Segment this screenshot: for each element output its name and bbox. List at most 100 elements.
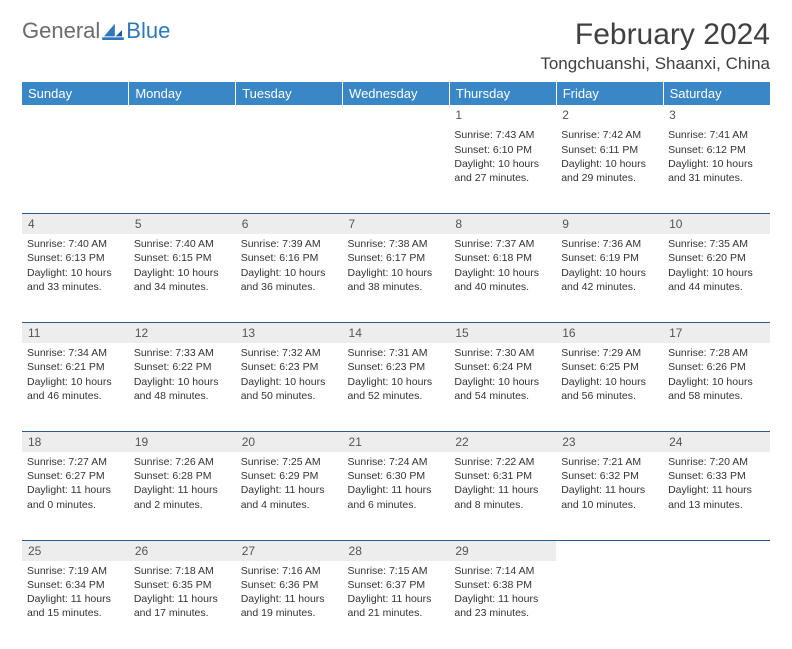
sunset-text: Sunset: 6:17 PM — [348, 251, 445, 265]
day-data-cell: Sunrise: 7:40 AMSunset: 6:15 PMDaylight:… — [129, 234, 236, 322]
day-number-cell — [22, 105, 129, 125]
daylight-text: Daylight: 11 hours and 21 minutes. — [348, 592, 445, 620]
sunset-text: Sunset: 6:33 PM — [668, 469, 765, 483]
title-block: February 2024 Tongchuanshi, Shaanxi, Chi… — [540, 18, 770, 74]
daylight-text: Daylight: 10 hours and 29 minutes. — [561, 157, 658, 185]
daylight-text: Daylight: 11 hours and 6 minutes. — [348, 483, 445, 511]
sunset-text: Sunset: 6:23 PM — [348, 360, 445, 374]
sunset-text: Sunset: 6:37 PM — [348, 578, 445, 592]
day-number-cell: 4 — [22, 213, 129, 234]
day-number-cell: 1 — [449, 105, 556, 125]
daylight-text: Daylight: 11 hours and 15 minutes. — [27, 592, 124, 620]
day-data-cell: Sunrise: 7:37 AMSunset: 6:18 PMDaylight:… — [449, 234, 556, 322]
day-number-cell: 21 — [343, 431, 450, 452]
day-data-cell: Sunrise: 7:26 AMSunset: 6:28 PMDaylight:… — [129, 452, 236, 540]
logo-text-general: General — [22, 18, 100, 44]
sunset-text: Sunset: 6:21 PM — [27, 360, 124, 374]
sunset-text: Sunset: 6:28 PM — [134, 469, 231, 483]
daylight-text: Daylight: 11 hours and 2 minutes. — [134, 483, 231, 511]
day-number-cell: 6 — [236, 213, 343, 234]
daylight-text: Daylight: 11 hours and 13 minutes. — [668, 483, 765, 511]
day-data-cell: Sunrise: 7:18 AMSunset: 6:35 PMDaylight:… — [129, 561, 236, 649]
sunset-text: Sunset: 6:34 PM — [27, 578, 124, 592]
sunrise-text: Sunrise: 7:41 AM — [668, 128, 765, 142]
sunset-text: Sunset: 6:29 PM — [241, 469, 338, 483]
sunset-text: Sunset: 6:31 PM — [454, 469, 551, 483]
day-number-cell — [556, 540, 663, 561]
day-number-cell — [663, 540, 770, 561]
day-number-cell: 24 — [663, 431, 770, 452]
day-number-cell: 29 — [449, 540, 556, 561]
day-number-cell: 7 — [343, 213, 450, 234]
sunset-text: Sunset: 6:13 PM — [27, 251, 124, 265]
sunrise-text: Sunrise: 7:37 AM — [454, 237, 551, 251]
day-number-cell: 22 — [449, 431, 556, 452]
day-data-cell — [343, 125, 450, 213]
daylight-text: Daylight: 10 hours and 38 minutes. — [348, 266, 445, 294]
day-number-cell: 18 — [22, 431, 129, 452]
calendar-body: 123Sunrise: 7:43 AMSunset: 6:10 PMDaylig… — [22, 105, 770, 649]
sunrise-text: Sunrise: 7:42 AM — [561, 128, 658, 142]
daylight-text: Daylight: 10 hours and 31 minutes. — [668, 157, 765, 185]
logo-text-blue: Blue — [126, 18, 170, 44]
day-data-cell: Sunrise: 7:38 AMSunset: 6:17 PMDaylight:… — [343, 234, 450, 322]
sunrise-text: Sunrise: 7:30 AM — [454, 346, 551, 360]
sunrise-text: Sunrise: 7:26 AM — [134, 455, 231, 469]
logo: General Blue — [22, 18, 170, 44]
day-number-cell: 5 — [129, 213, 236, 234]
sunset-text: Sunset: 6:23 PM — [241, 360, 338, 374]
day-number-cell: 19 — [129, 431, 236, 452]
day-number-cell: 12 — [129, 322, 236, 343]
day-data-cell: Sunrise: 7:29 AMSunset: 6:25 PMDaylight:… — [556, 343, 663, 431]
sunset-text: Sunset: 6:16 PM — [241, 251, 338, 265]
daylight-text: Daylight: 11 hours and 19 minutes. — [241, 592, 338, 620]
page-title: February 2024 — [540, 18, 770, 52]
daylight-text: Daylight: 10 hours and 27 minutes. — [454, 157, 551, 185]
day-data-cell — [22, 125, 129, 213]
day-number-cell: 8 — [449, 213, 556, 234]
header: General Blue February 2024 Tongchuanshi,… — [22, 18, 770, 74]
sunrise-text: Sunrise: 7:27 AM — [27, 455, 124, 469]
sunrise-text: Sunrise: 7:43 AM — [454, 128, 551, 142]
day-data-cell: Sunrise: 7:43 AMSunset: 6:10 PMDaylight:… — [449, 125, 556, 213]
day-data-cell — [129, 125, 236, 213]
sunset-text: Sunset: 6:38 PM — [454, 578, 551, 592]
day-number-cell: 14 — [343, 322, 450, 343]
sunrise-text: Sunrise: 7:14 AM — [454, 564, 551, 578]
sunset-text: Sunset: 6:15 PM — [134, 251, 231, 265]
day-data-cell: Sunrise: 7:20 AMSunset: 6:33 PMDaylight:… — [663, 452, 770, 540]
sunset-text: Sunset: 6:12 PM — [668, 143, 765, 157]
day-data-cell: Sunrise: 7:19 AMSunset: 6:34 PMDaylight:… — [22, 561, 129, 649]
day-data-row: Sunrise: 7:43 AMSunset: 6:10 PMDaylight:… — [22, 125, 770, 213]
sunset-text: Sunset: 6:10 PM — [454, 143, 551, 157]
day-number-cell: 25 — [22, 540, 129, 561]
weekday-header: Wednesday — [343, 82, 450, 105]
sunset-text: Sunset: 6:26 PM — [668, 360, 765, 374]
weekday-header-row: SundayMondayTuesdayWednesdayThursdayFrid… — [22, 82, 770, 105]
daylight-text: Daylight: 10 hours and 44 minutes. — [668, 266, 765, 294]
day-number-cell: 15 — [449, 322, 556, 343]
day-number-cell: 9 — [556, 213, 663, 234]
day-data-cell: Sunrise: 7:31 AMSunset: 6:23 PMDaylight:… — [343, 343, 450, 431]
day-data-cell: Sunrise: 7:14 AMSunset: 6:38 PMDaylight:… — [449, 561, 556, 649]
daylight-text: Daylight: 11 hours and 0 minutes. — [27, 483, 124, 511]
daylight-text: Daylight: 10 hours and 54 minutes. — [454, 375, 551, 403]
sunrise-text: Sunrise: 7:29 AM — [561, 346, 658, 360]
sunrise-text: Sunrise: 7:36 AM — [561, 237, 658, 251]
daylight-text: Daylight: 10 hours and 48 minutes. — [134, 375, 231, 403]
daylight-text: Daylight: 10 hours and 46 minutes. — [27, 375, 124, 403]
day-number-cell: 11 — [22, 322, 129, 343]
weekday-header: Thursday — [449, 82, 556, 105]
daylight-text: Daylight: 10 hours and 34 minutes. — [134, 266, 231, 294]
day-data-cell: Sunrise: 7:34 AMSunset: 6:21 PMDaylight:… — [22, 343, 129, 431]
sunrise-text: Sunrise: 7:34 AM — [27, 346, 124, 360]
sunrise-text: Sunrise: 7:39 AM — [241, 237, 338, 251]
day-number-cell: 23 — [556, 431, 663, 452]
day-number-cell: 28 — [343, 540, 450, 561]
daylight-text: Daylight: 10 hours and 40 minutes. — [454, 266, 551, 294]
sunset-text: Sunset: 6:24 PM — [454, 360, 551, 374]
day-data-cell: Sunrise: 7:42 AMSunset: 6:11 PMDaylight:… — [556, 125, 663, 213]
daylight-text: Daylight: 11 hours and 10 minutes. — [561, 483, 658, 511]
day-data-cell: Sunrise: 7:21 AMSunset: 6:32 PMDaylight:… — [556, 452, 663, 540]
day-data-row: Sunrise: 7:19 AMSunset: 6:34 PMDaylight:… — [22, 561, 770, 649]
